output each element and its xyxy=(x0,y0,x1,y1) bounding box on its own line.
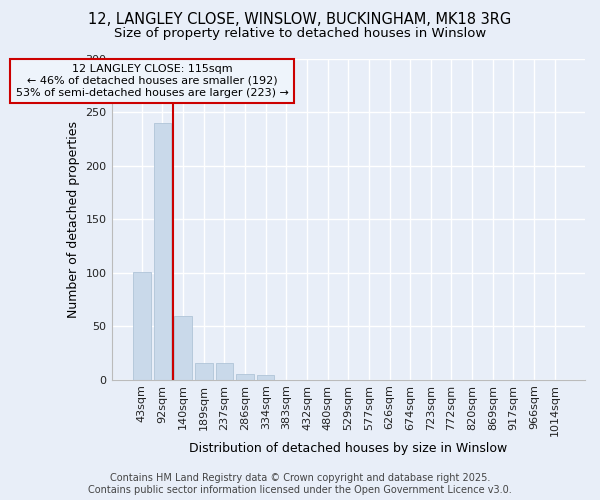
Text: 12 LANGLEY CLOSE: 115sqm
← 46% of detached houses are smaller (192)
53% of semi-: 12 LANGLEY CLOSE: 115sqm ← 46% of detach… xyxy=(16,64,289,98)
Bar xyxy=(175,316,192,380)
Y-axis label: Number of detached properties: Number of detached properties xyxy=(67,121,80,318)
Bar xyxy=(236,374,254,380)
Text: Size of property relative to detached houses in Winslow: Size of property relative to detached ho… xyxy=(114,28,486,40)
Text: 12, LANGLEY CLOSE, WINSLOW, BUCKINGHAM, MK18 3RG: 12, LANGLEY CLOSE, WINSLOW, BUCKINGHAM, … xyxy=(88,12,512,28)
Text: Contains HM Land Registry data © Crown copyright and database right 2025.
Contai: Contains HM Land Registry data © Crown c… xyxy=(88,474,512,495)
X-axis label: Distribution of detached houses by size in Winslow: Distribution of detached houses by size … xyxy=(189,442,508,455)
Bar xyxy=(257,376,274,380)
Bar xyxy=(195,362,212,380)
Bar xyxy=(154,123,171,380)
Bar xyxy=(133,272,151,380)
Bar xyxy=(215,362,233,380)
